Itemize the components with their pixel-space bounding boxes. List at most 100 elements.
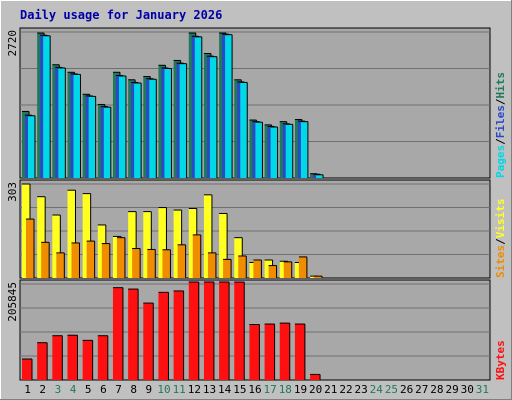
bar-sites-day-undefined bbox=[223, 259, 232, 278]
bar-sites-day-undefined bbox=[253, 260, 262, 278]
bar-visits-day-undefined bbox=[158, 207, 167, 278]
bar-sites-day-undefined bbox=[298, 256, 307, 278]
x-tick-label: 31 bbox=[476, 383, 489, 396]
bar-sites-day-undefined bbox=[238, 255, 247, 278]
bar-pages-day-20 bbox=[316, 174, 324, 178]
x-tick-label: 7 bbox=[115, 383, 122, 396]
bar-sites-day-undefined bbox=[283, 261, 292, 278]
bar-sites-day-undefined bbox=[132, 248, 141, 278]
panel-kbytes: 205845 KBytes bbox=[6, 279, 507, 381]
y-axis-max-label: 303 bbox=[6, 182, 19, 202]
bar-pages-day-8 bbox=[134, 82, 142, 178]
x-tick-label: 2 bbox=[39, 383, 46, 396]
bar-pages-day-12 bbox=[194, 36, 202, 178]
bar-sites-day-undefined bbox=[177, 244, 186, 278]
bar-sites-day-undefined bbox=[86, 241, 95, 278]
legend-separator: / bbox=[494, 238, 507, 245]
x-tick-label: 17 bbox=[264, 383, 277, 396]
bar-sites-day-undefined bbox=[162, 249, 171, 278]
bar-kbytes-day-undefined bbox=[37, 342, 48, 380]
bar-sites-day-undefined bbox=[56, 252, 65, 278]
bar-kbytes-day-undefined bbox=[234, 282, 245, 380]
bar-pages-day-5 bbox=[88, 96, 96, 178]
bar-visits-day-undefined bbox=[52, 215, 61, 278]
bar-pages-day-14 bbox=[225, 34, 233, 178]
x-tick-label: 16 bbox=[248, 383, 261, 396]
x-tick-label: 27 bbox=[415, 383, 428, 396]
bar-pages-day-2 bbox=[43, 35, 51, 178]
legend-separator: / bbox=[494, 138, 507, 145]
x-tick-label: 26 bbox=[400, 383, 413, 396]
legend-entry-kbytes: KBytes bbox=[494, 340, 507, 380]
bar-kbytes-day-undefined bbox=[52, 335, 63, 380]
bar-pages-day-18 bbox=[285, 124, 293, 178]
bar-kbytes-day-undefined bbox=[310, 374, 321, 380]
bar-sites-day-undefined bbox=[314, 276, 323, 278]
bar-visits-day-undefined bbox=[173, 210, 182, 278]
bar-kbytes-day-undefined bbox=[22, 359, 32, 380]
x-tick-label: 15 bbox=[233, 383, 246, 396]
bar-sites-day-undefined bbox=[147, 249, 156, 278]
bar-sites-day-undefined bbox=[268, 265, 277, 278]
bar-kbytes-day-undefined bbox=[203, 282, 214, 380]
legend-separator: / bbox=[494, 98, 507, 105]
x-tick-label: 5 bbox=[85, 383, 92, 396]
legend-entry-hits: Hits bbox=[494, 72, 507, 99]
bar-sites-day-undefined bbox=[207, 252, 216, 278]
chart-title: Daily usage for January 2026 bbox=[20, 8, 222, 22]
x-tick-label: 9 bbox=[146, 383, 153, 396]
x-tick-label: 6 bbox=[100, 383, 107, 396]
bar-pages-day-11 bbox=[179, 63, 187, 179]
x-tick-label: 22 bbox=[339, 383, 352, 396]
y-axis-max-label: 2720 bbox=[6, 30, 19, 57]
bar-pages-day-9 bbox=[149, 79, 157, 178]
panel-visits-sites: 303 Sites/Visits bbox=[6, 179, 507, 279]
x-tick-label: 11 bbox=[173, 383, 186, 396]
bar-visits-day-undefined bbox=[143, 211, 152, 278]
bar-kbytes-day-undefined bbox=[173, 290, 184, 380]
bar-sites-day-undefined bbox=[101, 243, 110, 278]
bar-sites-day-undefined bbox=[192, 234, 201, 278]
x-tick-label: 28 bbox=[430, 383, 443, 396]
bar-kbytes-day-undefined bbox=[67, 335, 78, 380]
y-axis-max-label: 205845 bbox=[6, 282, 19, 322]
bar-pages-day-6 bbox=[103, 107, 111, 178]
bar-sites-day-undefined bbox=[41, 242, 50, 278]
x-tick-label: 19 bbox=[294, 383, 307, 396]
bar-kbytes-day-undefined bbox=[219, 282, 230, 380]
x-tick-label: 8 bbox=[130, 383, 137, 396]
x-tick-label: 10 bbox=[157, 383, 170, 396]
x-tick-label: 1 bbox=[24, 383, 31, 396]
legend-entry-visits: Visits bbox=[494, 199, 507, 239]
x-tick-label: 13 bbox=[203, 383, 216, 396]
bar-kbytes-day-undefined bbox=[97, 335, 108, 380]
bar-pages-day-16 bbox=[255, 122, 263, 178]
bar-visits-day-undefined bbox=[128, 211, 137, 278]
x-tick-label: 30 bbox=[461, 383, 474, 396]
bar-visits-day-undefined bbox=[37, 196, 46, 278]
bar-pages-day-19 bbox=[300, 121, 308, 178]
bar-kbytes-day-undefined bbox=[249, 324, 260, 380]
x-tick-label: 18 bbox=[279, 383, 292, 396]
x-tick-label: 12 bbox=[188, 383, 201, 396]
x-axis-tick-labels: 1 2 3 4 5 6 7 8 9 10 11 12 13 14 15 16 17 18 19 20 21 22 23 24 2… bbox=[24, 383, 489, 396]
bar-visits-day-undefined bbox=[67, 190, 76, 278]
legend-entry-files: Files bbox=[494, 105, 507, 138]
bar-kbytes-day-undefined bbox=[112, 287, 123, 380]
bar-pages-day-13 bbox=[209, 56, 217, 178]
bar-sites-day-undefined bbox=[71, 242, 80, 278]
bar-kbytes-day-undefined bbox=[82, 340, 93, 380]
bar-kbytes-day-undefined bbox=[158, 292, 169, 380]
legend-entry-sites: Sites bbox=[494, 245, 507, 278]
bar-visits-day-undefined bbox=[203, 194, 212, 278]
bar-kbytes-day-undefined bbox=[294, 324, 305, 380]
x-tick-label: 24 bbox=[370, 383, 384, 396]
bar-sites-day-undefined bbox=[116, 237, 125, 278]
x-tick-label: 20 bbox=[309, 383, 322, 396]
bar-visits-day-undefined bbox=[219, 213, 228, 278]
x-tick-label: 25 bbox=[385, 383, 398, 396]
bar-visits-day-undefined bbox=[82, 193, 91, 278]
bar-pages-day-3 bbox=[58, 67, 66, 178]
